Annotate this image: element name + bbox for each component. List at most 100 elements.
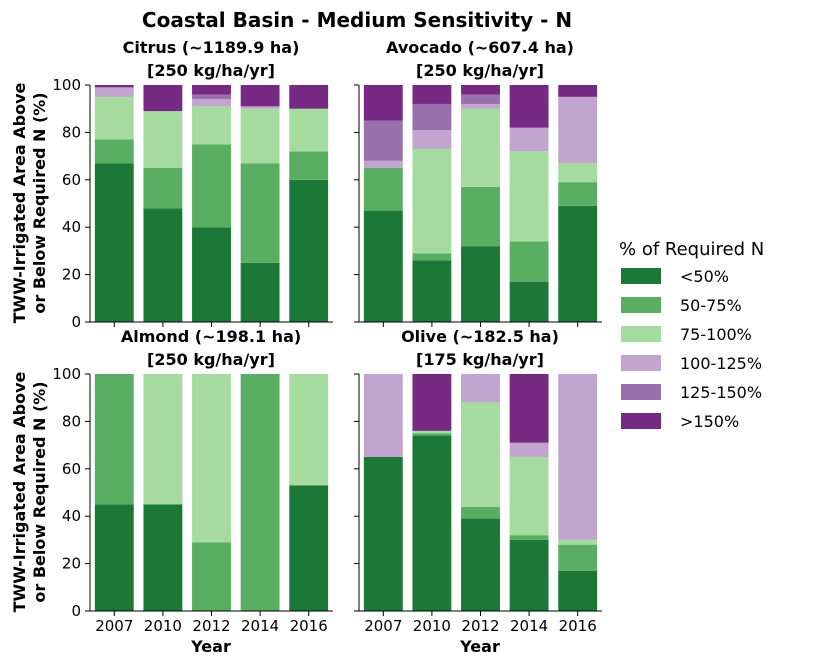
x-tick-label: 2010 [144,617,182,635]
bar-segment [412,433,452,436]
y-axis-label-bottom: TWW-Irrigated Area Above or Below Requir… [10,371,49,612]
legend-swatch [621,355,661,371]
bar-segment [461,402,500,507]
bar-segment [509,374,549,443]
y-tick-label: 80 [62,412,81,430]
bar-segment [94,85,134,88]
y-tick-label: 100 [52,365,81,383]
legend-label: 50-75% [680,296,742,315]
bar-segment [363,85,403,121]
bar-segment [289,374,329,486]
panel-avocado: Avocado (~607.4 ha) [250 kg/ha/yr] [354,38,602,327]
bar-segment [412,85,452,104]
bar-segment [363,456,403,611]
x-tick-label: 2012 [192,617,230,635]
bar-segment [192,542,231,611]
bar-segment [143,111,183,168]
bar-segment [558,570,598,611]
panel-almond: Almond (~198.1 ha) [250 kg/ha/yr] 2007 20… [52,327,333,635]
legend-swatch [621,268,661,284]
plot-area: 2007 2010 2012 2014 2016 0 20 40 60 80 100 [52,365,333,635]
bar-segment [289,85,329,109]
bar-segment [461,506,500,519]
y-axis-label-line1: TWW-Irrigated Area Above [10,371,29,612]
bar-segment [289,151,329,180]
bar-segment [289,485,329,611]
panel-olive: Olive (~182.5 ha) [175 kg/ha/yr] 2007 201… [354,327,602,635]
bar-segment [192,227,231,322]
bar-segment [94,87,134,97]
bar-segment [363,210,403,322]
panel-title-line1: Olive (~182.5 ha) [401,327,559,346]
plot-area: 2007 2010 2012 2014 2016 [354,373,602,635]
panel-title-line2: [250 kg/ha/yr] [416,61,544,80]
bar-segment [509,539,549,611]
bar-segment [461,246,500,322]
bar-segment [461,108,500,187]
bar-segment [558,539,598,545]
legend-swatch [621,297,661,313]
panel-title-line1: Almond (~198.1 ha) [121,327,301,346]
x-axis-label: Year [190,637,231,656]
bar-segment [558,205,598,322]
bar-segment [412,430,452,434]
legend-title: % of Required N [619,239,764,260]
y-axis-label-line2: or Below Required N (%) [30,92,49,313]
bar-segment [558,544,598,571]
bar-segment [461,374,500,403]
x-tick-label: 2014 [241,617,279,635]
x-tick-label: 2007 [364,617,402,635]
main-title: Coastal Basin - Medium Sensitivity - N [142,8,572,32]
bar-segment [461,518,500,611]
bar-segment [509,281,549,322]
bar-segment [412,374,452,431]
legend-label: <50% [680,267,729,286]
bar-segment [509,85,549,128]
y-tick-label: 40 [62,218,81,236]
y-tick-label: 60 [62,171,81,189]
bar-segment [192,106,231,145]
bar-segment [461,103,500,109]
y-axis-label-top: TWW-Irrigated Area Above or Below Requir… [10,82,49,323]
legend-label: >150% [680,412,739,431]
bar-segment [412,253,452,261]
legend-label: 100-125% [680,354,762,373]
bar-segment [143,504,183,611]
bar-segment [289,179,329,322]
legend-swatch [621,326,661,342]
bar-segment [363,167,403,211]
bar-segment [412,260,452,322]
panel-title-line2: [250 kg/ha/yr] [147,350,275,369]
y-tick-label: 100 [52,76,81,94]
bar-segment [509,151,549,242]
x-tick-label: 2016 [290,617,328,635]
bar-segment [143,85,183,112]
bar-segment [509,535,549,540]
panel-title-line1: Citrus (~1189.9 ha) [123,38,300,57]
legend-label: 125-150% [680,383,762,402]
x-tick-label: 2016 [559,617,597,635]
bar-segment [509,442,549,457]
bar-segment [192,99,231,107]
bar-segment [240,85,280,107]
bar-segment [94,163,134,322]
plot-area: 0 20 40 60 80 100 [52,76,333,331]
bar-segment [412,130,452,149]
bar-segment [240,106,280,109]
bar-segment [192,374,231,543]
bar-segment [94,96,134,140]
legend-items: <50% 50-75% 75-100% 100-125% 125-150% >150% [621,267,762,431]
bar-segment [558,182,598,206]
bar-segment [143,167,183,209]
bar-segment [509,456,549,536]
legend: % of Required N <50% 50-75% 75-100% 100-125… [619,239,764,431]
y-tick-label: 20 [62,266,81,284]
legend-label: 75-100% [680,325,752,344]
bar-segment [192,85,231,95]
bar-segment [461,186,500,247]
bar-segment [558,96,598,164]
bar-segment [240,163,280,263]
bar-segment [558,374,598,540]
bar-segment [509,127,549,152]
